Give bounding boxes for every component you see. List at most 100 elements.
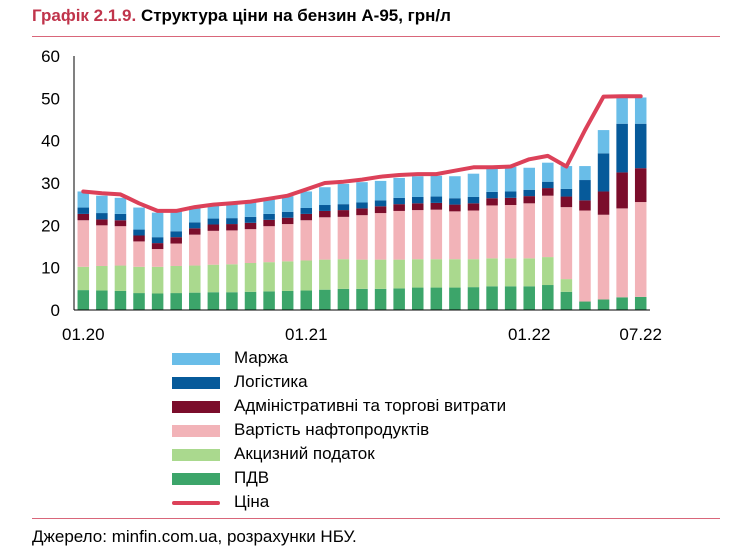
legend-label: Адміністративні та торгові витрати xyxy=(234,396,507,415)
bar-segment-6 xyxy=(523,167,535,190)
bar-segment-4 xyxy=(337,210,350,217)
bar-segment-1 xyxy=(300,290,313,310)
legend-item: Адміністративні та торгові витрати xyxy=(172,395,652,419)
bar-segment-4 xyxy=(96,219,108,226)
bar-segment-5 xyxy=(226,218,238,225)
bar-segment-2 xyxy=(430,259,443,288)
bar-segment-5 xyxy=(319,205,331,211)
bar-segment-6 xyxy=(467,173,480,197)
y-tick-label: 30 xyxy=(41,174,60,193)
bar-segment-2 xyxy=(207,264,220,293)
bar-segment-4 xyxy=(300,213,313,221)
bar-segment-2 xyxy=(263,262,275,292)
bar-segment-1 xyxy=(263,291,275,310)
bar-segment-5 xyxy=(300,207,313,214)
y-tick-label: 20 xyxy=(41,216,60,235)
legend-swatch xyxy=(172,449,220,461)
legend-label: Вартість нафтопродуктів xyxy=(234,420,430,439)
bar-segment-1 xyxy=(504,286,517,310)
bar-segment-1 xyxy=(523,286,535,310)
bar-segment-3 xyxy=(449,211,461,260)
bar-segment-6 xyxy=(393,177,405,198)
chart-number: Графік 2.1.9. xyxy=(32,6,137,25)
bar-segment-3 xyxy=(467,210,480,260)
bar-segment-6 xyxy=(133,207,145,230)
bar-segment-1 xyxy=(542,285,554,310)
bar-segment-3 xyxy=(486,205,498,259)
bar-segment-1 xyxy=(189,292,201,310)
bar-segment-5 xyxy=(449,198,461,205)
bar-segment-5 xyxy=(170,231,182,238)
bar-segment-2 xyxy=(300,260,313,291)
bar-segment-3 xyxy=(542,195,554,258)
bar-segment-2 xyxy=(96,265,108,291)
bar-segment-2 xyxy=(393,259,405,289)
bar-segment-2 xyxy=(542,257,554,286)
bar-segment-3 xyxy=(96,225,108,266)
legend-label: ПДВ xyxy=(234,468,270,487)
bar-segment-5 xyxy=(411,196,424,204)
bar-segment-3 xyxy=(504,205,517,259)
bar-segment-2 xyxy=(226,264,238,293)
bar-segment-4 xyxy=(523,196,535,204)
legend-swatch xyxy=(172,377,220,389)
bar-segment-5 xyxy=(542,181,554,189)
bar-segment-4 xyxy=(579,200,591,211)
legend-item: Вартість нафтопродуктів xyxy=(172,419,652,443)
bar-segment-2 xyxy=(374,259,387,289)
legend-swatch xyxy=(172,425,220,437)
bar-segment-4 xyxy=(281,217,294,225)
bar-segment-4 xyxy=(504,197,517,206)
bar-segment-5 xyxy=(374,200,387,207)
bar-segment-5 xyxy=(393,197,405,205)
bar-segment-1 xyxy=(467,287,480,310)
bar-segment-3 xyxy=(151,249,164,267)
bar-segment-1 xyxy=(486,286,498,310)
bar-segment-3 xyxy=(374,213,387,260)
bar-segment-1 xyxy=(96,290,108,310)
bar-segment-6 xyxy=(300,191,313,208)
bar-segment-5 xyxy=(114,213,127,221)
bar-segment-1 xyxy=(634,296,647,310)
legend-swatch xyxy=(172,501,220,505)
bar-segment-1 xyxy=(281,290,294,310)
bar-segment-5 xyxy=(616,123,628,173)
bar-segment-4 xyxy=(189,228,201,235)
bar-segment-4 xyxy=(207,224,220,231)
bar-segment-3 xyxy=(597,214,610,300)
bar-segment-3 xyxy=(560,207,573,280)
bar-segment-4 xyxy=(411,203,424,211)
source-note: Джерело: minfin.com.ua, розрахунки НБУ. xyxy=(32,527,357,546)
bar-segment-4 xyxy=(244,222,257,230)
bar-segment-5 xyxy=(263,213,275,220)
bar-segment-1 xyxy=(597,299,610,310)
legend-item: ПДВ xyxy=(172,467,652,491)
bar-segment-5 xyxy=(96,213,108,220)
bar-segment-3 xyxy=(77,220,90,267)
bar-segment-4 xyxy=(449,204,461,212)
bar-segment-6 xyxy=(96,195,108,214)
bar-segment-1 xyxy=(449,287,461,310)
legend-label: Акцизний податок xyxy=(234,444,375,463)
footer-divider xyxy=(32,518,720,519)
bar-segment-6 xyxy=(151,212,164,238)
bar-segment-3 xyxy=(263,226,275,263)
legend-item: Маржа xyxy=(172,347,652,371)
bar-segment-2 xyxy=(170,265,182,294)
bar-segment-6 xyxy=(616,96,628,124)
bar-segment-3 xyxy=(393,210,405,260)
bar-segment-6 xyxy=(337,183,350,205)
x-tick-label: 01.20 xyxy=(62,325,105,344)
bar-segment-6 xyxy=(226,203,238,219)
legend-label: Ціна xyxy=(234,492,270,511)
y-tick-label: 0 xyxy=(51,301,60,320)
bar-segment-5 xyxy=(430,196,443,203)
bar-segment-2 xyxy=(77,266,90,291)
legend-label: Логістика xyxy=(234,372,308,391)
bar-segment-4 xyxy=(374,206,387,214)
bar-segment-1 xyxy=(579,301,591,310)
x-tick-label: 07.22 xyxy=(619,325,662,344)
y-tick-label: 50 xyxy=(41,89,60,108)
bar-segment-1 xyxy=(244,291,257,310)
bar-segment-2 xyxy=(449,259,461,288)
